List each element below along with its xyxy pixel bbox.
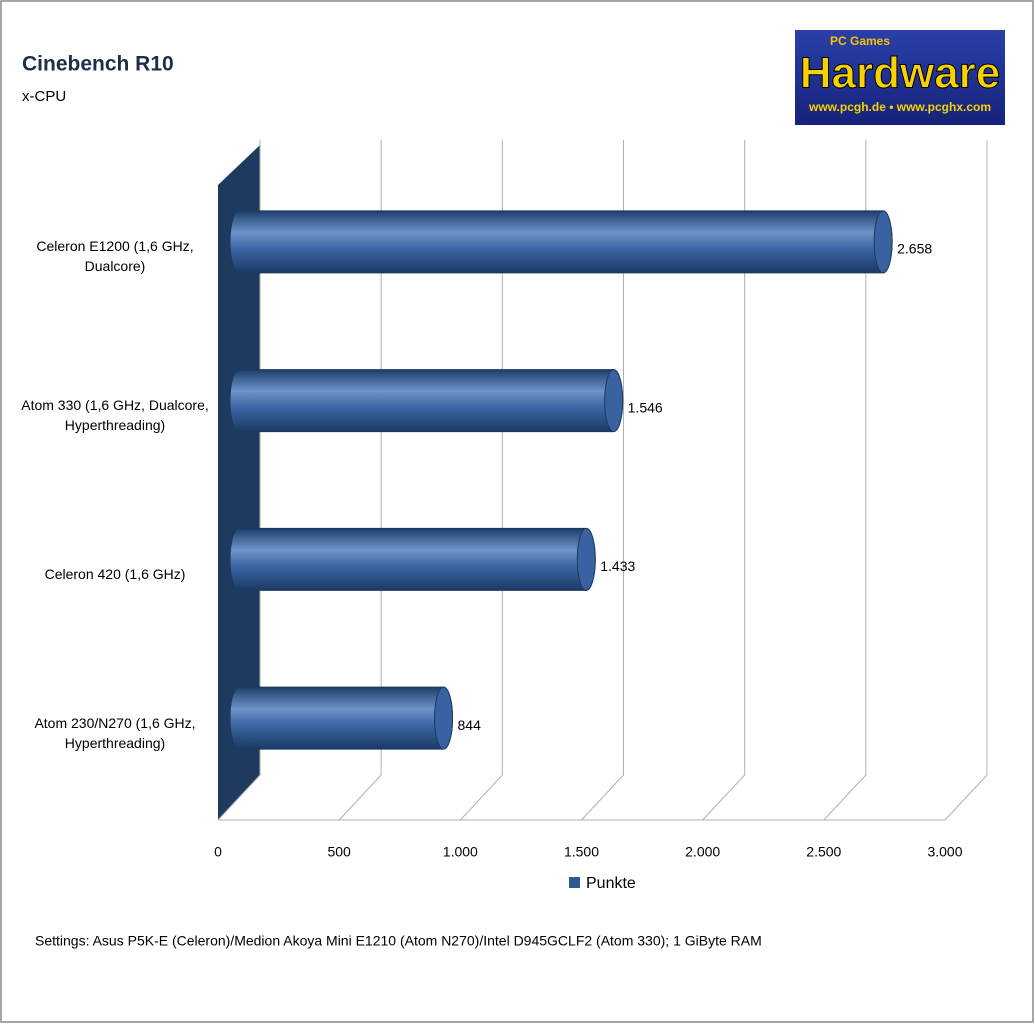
footnote: Settings: Asus P5K-E (Celeron)/Medion Ak…: [35, 933, 762, 949]
logo-brand: PC Games: [830, 34, 890, 48]
bar-cap: [873, 210, 893, 274]
logo-url: www.pcgh.de • www.pcghx.com: [808, 100, 991, 114]
y-tick-label: Celeron E1200 (1,6 GHz, Dualcore): [36, 238, 194, 275]
logo-background: [795, 30, 1005, 125]
y-tick-label: Atom 230/N270 (1,6 GHz, Hyperthreading): [34, 714, 196, 751]
x-tick-label: 1.500: [564, 844, 599, 860]
floor-grid-line: [944, 774, 988, 821]
x-tick-label: 1.000: [443, 844, 478, 860]
x-tick-label: 500: [327, 844, 351, 860]
x-tick-label: 2.500: [806, 844, 841, 860]
floor-grid-line: [823, 774, 867, 821]
bar: [229, 369, 624, 433]
value-label: 844: [458, 717, 482, 733]
bar-cap: [434, 686, 454, 750]
logo: PC Games Hardware www.pcgh.de • www.pcgh…: [795, 30, 1005, 125]
floor-grid-line: [581, 774, 624, 821]
legend-label: Punkte: [586, 875, 636, 892]
bar: [229, 686, 454, 750]
x-tick-label: 3.000: [927, 844, 962, 860]
floor-grid-line: [459, 774, 503, 821]
side-wall: [218, 145, 260, 820]
value-label: 2.658: [897, 241, 932, 257]
value-label: 1.433: [600, 558, 635, 574]
bar: [229, 527, 596, 591]
floor-grid-line: [217, 774, 261, 821]
floor-grid-line: [702, 774, 746, 821]
floor-grid-line: [338, 774, 382, 821]
bar-cap: [576, 527, 596, 591]
bar: [229, 210, 893, 274]
chart-subtitle: x-CPU: [22, 88, 66, 105]
y-tick-label: Celeron 420 (1,6 GHz): [44, 565, 186, 582]
chart-title: Cinebench R10: [22, 53, 174, 76]
y-tick-label: Atom 330 (1,6 GHz, Dualcore, Hyperthread…: [21, 397, 209, 434]
logo-name: Hardware: [800, 49, 1001, 98]
x-tick-label: 2.000: [685, 844, 720, 860]
x-tick-label: 0: [214, 844, 222, 860]
legend-swatch: [569, 877, 580, 888]
value-label: 1.546: [628, 399, 663, 415]
bar-cap: [604, 369, 624, 433]
